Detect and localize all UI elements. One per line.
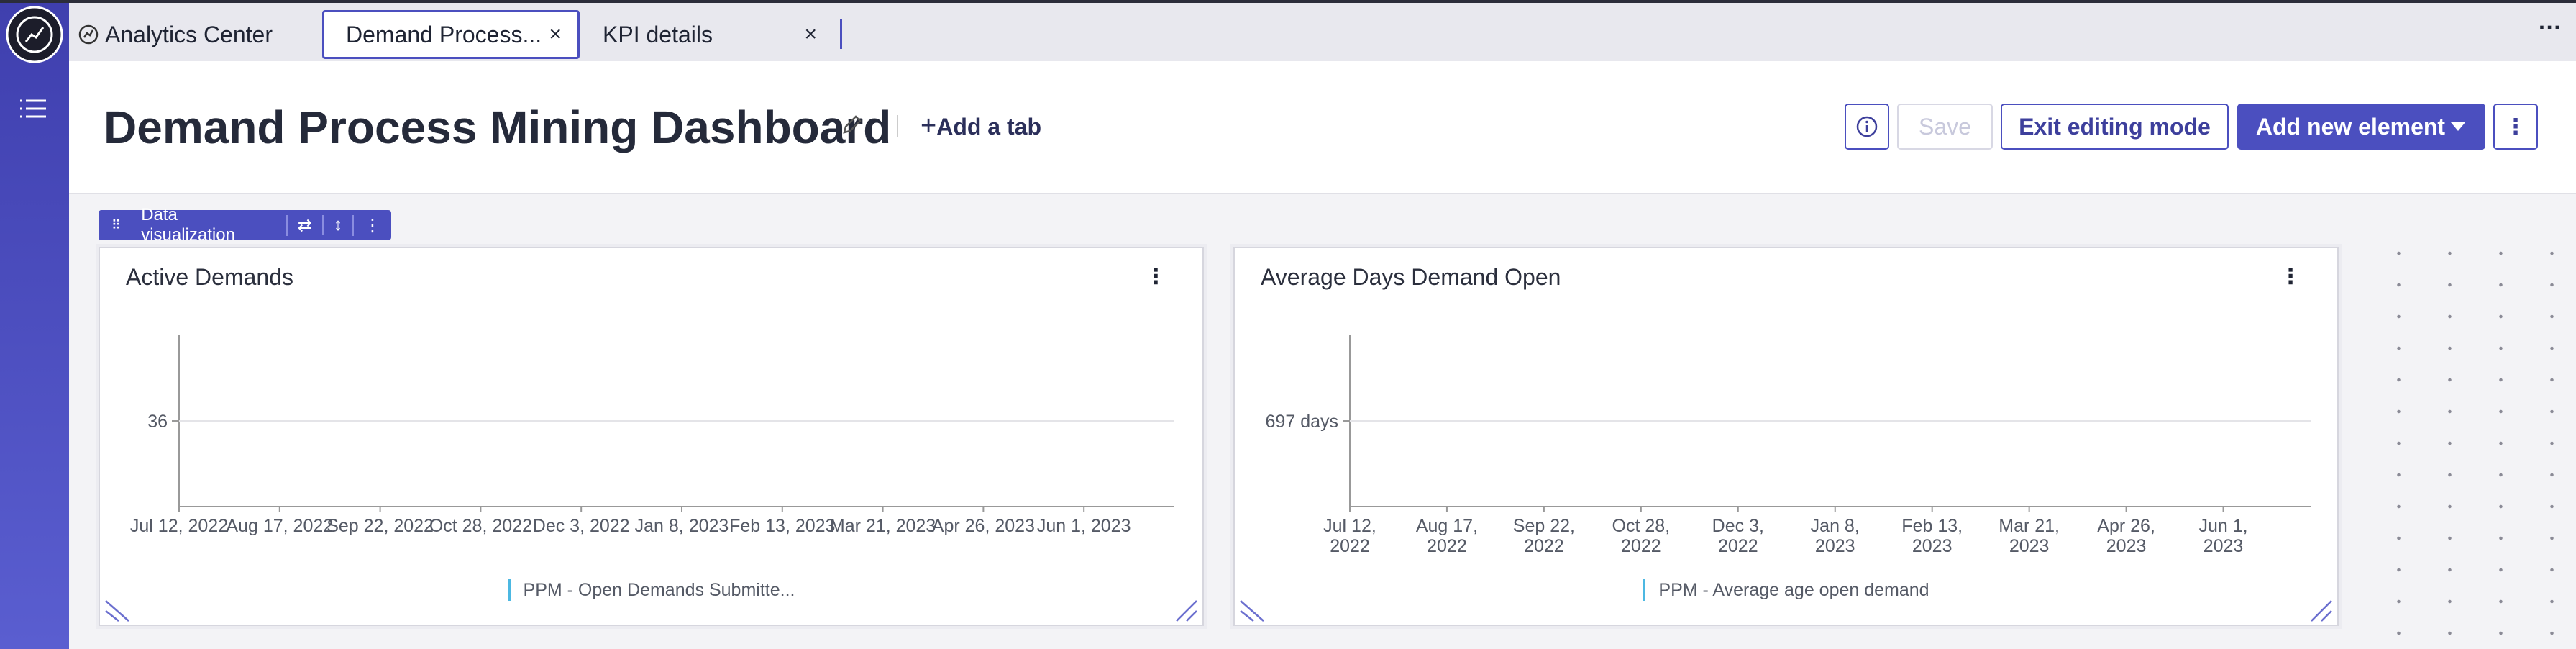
top-line [0, 0, 2576, 3]
x-tick-label: Jun 1, 2023 [1036, 516, 1131, 536]
tab[interactable]: KPI details × [603, 10, 826, 59]
x-tick-label: Jan 8, 2023 [1810, 516, 1860, 556]
x-tick-label: Jul 12, 2022 [1323, 516, 1376, 556]
resize-handle [1176, 600, 1197, 622]
tab-label: KPI details [603, 21, 713, 47]
separator [897, 115, 898, 137]
widget-toolbar[interactable]: ⠿ Data visualization ⇄ ↕ ⋮ [99, 205, 391, 245]
x-tick-label: Jun 1, 2023 [2198, 516, 2248, 556]
x-tick-label: Apr 26, 2023 [2097, 516, 2155, 556]
x-tick-label: Sep 22, 2022 [326, 516, 434, 536]
legend-label: PPM - Open Demands Submitte... [523, 579, 795, 600]
tab-divider [840, 19, 842, 49]
legend: PPM - Open Demands Submitte... [100, 579, 1202, 601]
x-tick-label: Feb 13, 2023 [729, 516, 836, 536]
widget-title: Active Demands [126, 264, 293, 290]
dropdown-icon [2451, 122, 2466, 131]
widget-menu[interactable]: ⋮ [1145, 265, 1166, 289]
chart: 36 [105, 335, 1197, 622]
legend-item: PPM - Average age open demand [1643, 579, 1929, 601]
x-tick-label: Aug 17, 2022 [226, 516, 334, 536]
edit-icon[interactable] [840, 114, 863, 137]
button-label: Add new element [2255, 113, 2446, 140]
widget-title: Average Days Demand Open [1261, 264, 1561, 290]
add-tab-label: Add a tab [936, 114, 1041, 140]
tab-close[interactable]: × [549, 22, 562, 46]
y-tick-label: 36 [147, 412, 168, 432]
x-tick-label: Oct 28, 2022 [1612, 516, 1671, 556]
chart: 697 days [1240, 335, 2332, 622]
x-tick-label: Apr 26, 2023 [931, 516, 1035, 536]
button-label: Save [1919, 113, 1971, 140]
exit-editing-button[interactable]: Exit editing mode [2001, 104, 2229, 150]
resize-handle [2311, 600, 2332, 622]
x-tick-label: Dec 3, 2022 [532, 516, 630, 536]
resize-handle [105, 600, 129, 622]
resize-handle [1240, 600, 1264, 622]
tab-active[interactable]: Demand Process... × [322, 10, 580, 59]
legend-item: PPM - Open Demands Submitte... [507, 579, 795, 601]
more-menu[interactable]: ··· [2539, 14, 2562, 40]
page-title: Demand Process Mining Dashboard [104, 101, 892, 153]
save-button[interactable]: Save [1897, 104, 1993, 150]
legend-label: PPM - Average age open demand [1658, 579, 1929, 600]
tab-icon [78, 24, 99, 45]
toolbar-label: Data visualization [141, 205, 235, 245]
x-tick-label: Sep 22, 2022 [1512, 516, 1575, 556]
legend-swatch [1643, 579, 1646, 601]
widget-card: Average Days Demand Open ⋮ 697 days Jul 1… [1233, 247, 2339, 626]
y-tick-label: 697 days [1266, 412, 1338, 432]
grid-dots [2373, 237, 2576, 649]
x-tick-label: Aug 17, 2022 [1415, 516, 1479, 556]
x-tick-label: Dec 3, 2022 [1712, 516, 1764, 556]
x-tick-label: Mar 21, 2023 [829, 516, 936, 536]
info-button[interactable] [1845, 104, 1889, 150]
tab[interactable]: Analytics Center [78, 10, 273, 59]
legend-swatch [507, 579, 511, 601]
x-tick-label: Feb 13, 2023 [1901, 516, 1963, 556]
add-tab[interactable]: +Add a tab [921, 111, 1041, 141]
x-tick-label: Jan 8, 2023 [634, 516, 729, 536]
widget-card: Active Demands ⋮ 36 Jul 12, 2022 Aug 17, 2… [99, 247, 1204, 626]
button-label: Exit editing mode [2019, 113, 2211, 140]
x-tick-label: Mar 21, 2023 [1999, 516, 2060, 556]
sidebar-icons [6, 6, 63, 118]
tab-label: Analytics Center [105, 21, 273, 47]
add-element-button[interactable]: Add new element [2237, 104, 2485, 150]
legend: PPM - Average age open demand [1235, 579, 2337, 601]
x-tick-label: Oct 28, 2022 [429, 516, 532, 536]
kebab-button[interactable]: ⋮ [2493, 104, 2538, 150]
x-tick-label: Jul 12, 2022 [129, 516, 229, 536]
tab-label: Demand Process... [346, 21, 542, 47]
tab-close[interactable]: × [804, 22, 817, 46]
info-icon [1856, 116, 1878, 137]
sidebar [0, 3, 69, 649]
widget-menu[interactable]: ⋮ [2280, 265, 2301, 289]
